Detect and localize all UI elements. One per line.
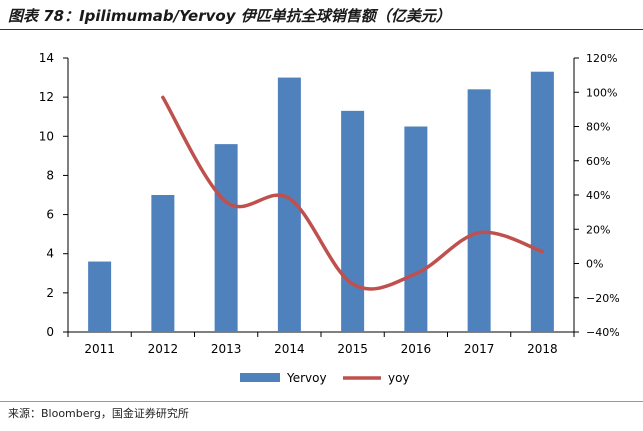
bar-yervoy-2012 [151, 195, 175, 332]
bar-yervoy-2015 [341, 110, 365, 332]
y-left-tick-label: 4 [46, 247, 54, 261]
y-left-tick-label: 0 [46, 325, 54, 339]
y-left-tick-label: 10 [39, 129, 54, 143]
bar-yervoy-2014 [277, 77, 301, 332]
y-right-tick-label: 120% [586, 52, 617, 65]
bar-yervoy-2011 [88, 261, 112, 332]
source-note: 来源：Bloomberg，国金证券研究所 [8, 407, 189, 420]
x-tick-label: 2018 [527, 342, 558, 356]
legend-label-yoy: yoy [388, 371, 410, 385]
y-left-tick-label: 8 [46, 168, 54, 182]
x-tick-label: 2017 [464, 342, 495, 356]
y-right-tick-label: −20% [586, 292, 620, 305]
x-tick-label: 2016 [401, 342, 432, 356]
legend-swatch-yervoy [240, 373, 280, 382]
bar-yervoy-2018 [530, 71, 554, 332]
y-right-tick-label: 100% [586, 86, 617, 99]
y-left-tick-label: 14 [39, 51, 54, 65]
y-right-tick-label: 60% [586, 155, 610, 168]
x-tick-label: 2014 [274, 342, 305, 356]
combo-chart: 0 2 4 6 8 10 12 14 −40% −20% 0% 20% 40% 60% 80% 100% 120… [39, 51, 620, 385]
line-yoy [161, 95, 545, 291]
y-right-tick-label: 80% [586, 121, 610, 134]
y-left-tick-label: 2 [46, 286, 54, 300]
chart-area: 0 2 4 6 8 10 12 14 −40% −20% 0% 20% 40% 60% 80% 100% 120… [39, 51, 620, 385]
title-divider [0, 29, 643, 30]
bar-yervoy-2017 [467, 89, 491, 332]
x-tick-label: 2015 [337, 342, 368, 356]
y-left-tick-label: 6 [46, 208, 54, 222]
x-tick-label: 2012 [148, 342, 179, 356]
x-tick-label: 2013 [211, 342, 242, 356]
y-right-tick-label: 20% [586, 223, 610, 236]
y-left-tick-label: 12 [39, 90, 54, 104]
bar-yervoy-2016 [404, 126, 428, 332]
bar-yervoy-2013 [214, 144, 238, 332]
chart-title: 图表 78：Ipilimumab/Yervoy 伊匹单抗全球销售额（亿美元） [8, 7, 451, 25]
y-right-tick-label: 40% [586, 189, 610, 202]
legend-label-yervoy: Yervoy [286, 371, 327, 385]
y-right-tick-label: −40% [586, 326, 620, 339]
source-divider [0, 401, 643, 402]
x-tick-label: 2011 [84, 342, 115, 356]
y-right-tick-label: 0% [586, 258, 603, 271]
